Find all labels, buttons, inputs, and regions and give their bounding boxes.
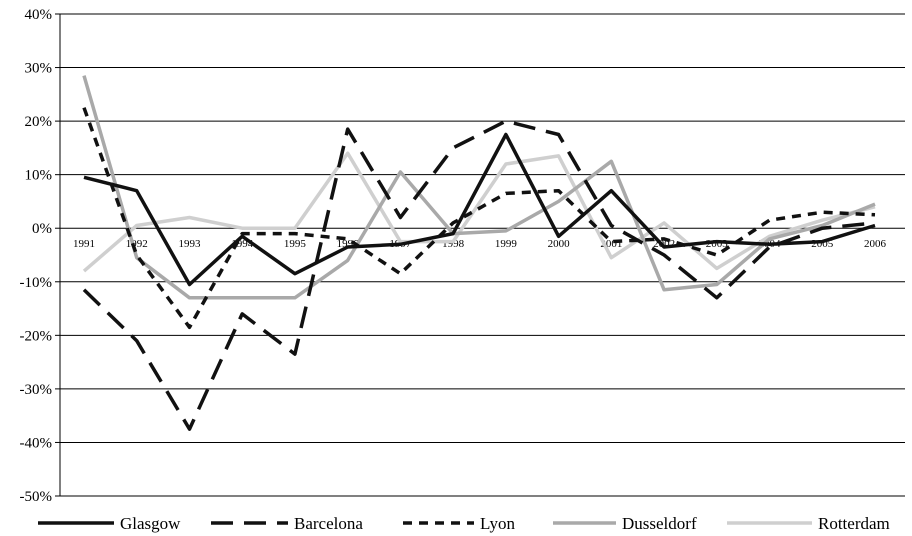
gridlines	[60, 13, 905, 497]
legend-label-rotterdam: Rotterdam	[818, 514, 890, 533]
x-tick-label: 1993	[178, 238, 201, 250]
x-tick-label: 1992	[126, 238, 148, 250]
series-line-rotterdam	[82, 151, 876, 273]
x-tick-label: 1991	[73, 238, 95, 250]
y-tick-label: -20%	[20, 328, 53, 344]
y-tick-label: 40%	[25, 7, 53, 23]
y-tick-label: 0%	[32, 221, 52, 237]
axes	[55, 13, 61, 497]
series-line-lyon	[82, 107, 876, 330]
legend-label-lyon: Lyon	[480, 514, 515, 533]
legend: Glasgow Barcelona Lyon Dusseldorf Rotterdam	[38, 514, 890, 533]
y-tick-label: 10%	[25, 168, 53, 184]
legend-label-barcelona: Barcelona	[294, 514, 363, 533]
x-tick-label: 2000	[548, 238, 571, 250]
x-tick-label: 1995	[284, 238, 307, 250]
y-tick-label: -30%	[20, 382, 53, 398]
legend-label-dusseldorf: Dusseldorf	[622, 514, 697, 533]
y-axis-tick-labels: 40% 30% 20% 10% 0% -10% -20% -30% -40% -50%	[20, 7, 53, 505]
y-tick-label: -40%	[20, 435, 53, 451]
y-tick-label: -10%	[20, 275, 53, 291]
series-line-glasgow	[83, 132, 876, 287]
y-tick-label: 30%	[25, 61, 53, 77]
series-line-dusseldorf	[82, 75, 876, 300]
legend-label-glasgow: Glasgow	[120, 514, 181, 533]
y-tick-label: -50%	[20, 489, 53, 505]
x-tick-label: 2006	[864, 238, 887, 250]
series-lines	[82, 75, 876, 431]
y-tick-label: 20%	[25, 114, 53, 130]
x-tick-label: 1999	[495, 238, 518, 250]
series-line-barcelona	[82, 119, 876, 431]
